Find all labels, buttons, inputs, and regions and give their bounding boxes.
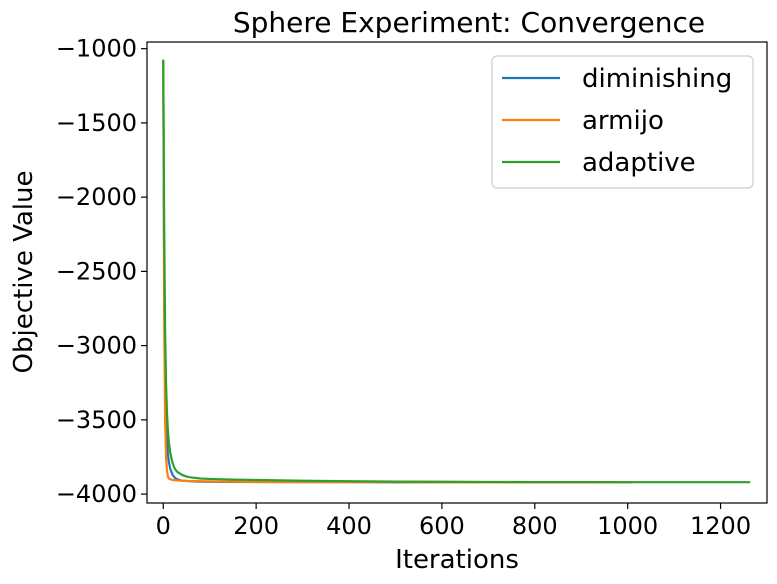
x-tick-label: 800	[512, 512, 558, 540]
series-line-adaptive	[162, 59, 751, 484]
y-axis-label: Objective Value	[9, 171, 39, 374]
y-tick-label: −1000	[56, 35, 137, 63]
x-tick-label: 200	[233, 512, 279, 540]
x-tick-label: 1000	[597, 512, 658, 540]
y-axis: −1000 −1500 −2000 −2500 −3000 −3500 −4000	[56, 35, 147, 508]
x-axis-label: Iterations	[395, 545, 519, 575]
series-group	[162, 59, 751, 484]
x-tick-label: 1200	[690, 512, 751, 540]
chart-title: Sphere Experiment: Convergence	[233, 6, 705, 39]
y-tick-label: −1500	[56, 109, 137, 137]
x-tick-label: 600	[419, 512, 465, 540]
legend-label-adaptive: adaptive	[582, 148, 696, 178]
y-tick-label: −3500	[56, 406, 137, 434]
legend-label-diminishing: diminishing	[582, 64, 732, 94]
y-tick-label: −3000	[56, 332, 137, 360]
legend-box	[491, 55, 754, 189]
y-tick-label: −2500	[56, 257, 137, 285]
y-tick-label: −4000	[56, 480, 137, 508]
legend: diminishing armijo adaptive	[491, 55, 754, 189]
x-axis: 0 200 400 600 800 1000 1200	[156, 503, 751, 540]
legend-label-armijo: armijo	[582, 106, 664, 136]
plot-frame	[146, 41, 768, 504]
x-tick-label: 400	[326, 512, 372, 540]
y-tick-label: −2000	[56, 183, 137, 211]
x-tick-label: 0	[156, 512, 171, 540]
